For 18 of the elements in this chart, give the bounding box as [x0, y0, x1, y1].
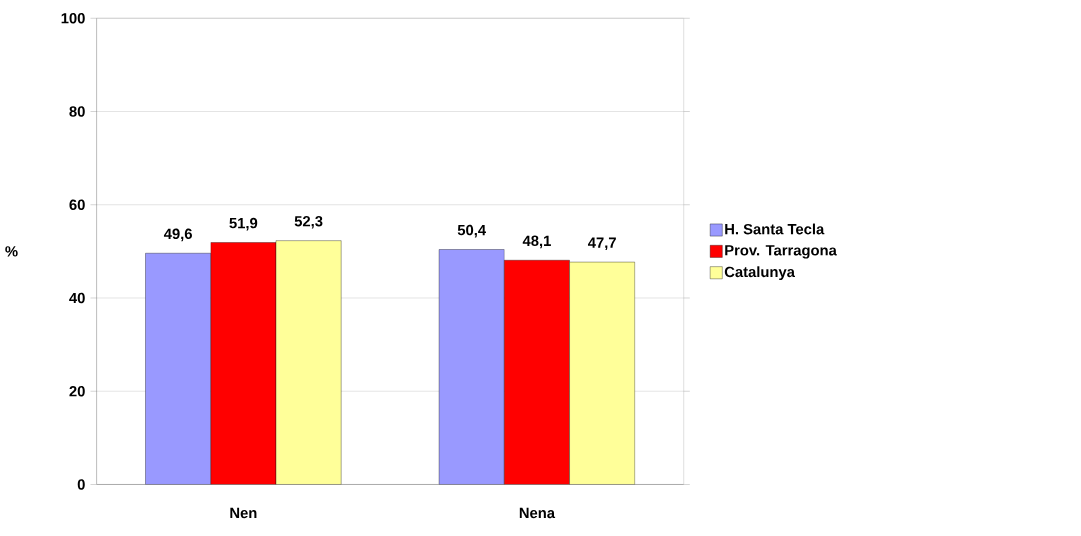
data-label: 48,1 — [522, 235, 551, 249]
y-tick-label: 20 — [69, 386, 85, 397]
data-label: 50,4 — [457, 224, 486, 238]
data-label: 52,3 — [294, 216, 323, 229]
data-label: 47,7 — [587, 237, 616, 251]
y-tick-label: 80 — [69, 106, 85, 117]
y-tick-label: 0 — [77, 479, 85, 490]
y-tick-label: 40 — [69, 292, 85, 304]
y-tick-label: 100 — [61, 13, 85, 24]
legend-label: Prov. Tarragona — [725, 245, 837, 259]
x-tick-label: Nen — [230, 507, 257, 519]
y-axis-title: % — [5, 246, 18, 257]
data-label: 51,9 — [229, 217, 258, 231]
y-tick-label: 60 — [69, 199, 85, 211]
legend-label: Catalunya — [724, 266, 796, 281]
x-tick-label: Nena — [519, 507, 556, 519]
legend-label: H. Santa Tecla — [725, 223, 825, 235]
data-label: 49,6 — [163, 228, 192, 242]
